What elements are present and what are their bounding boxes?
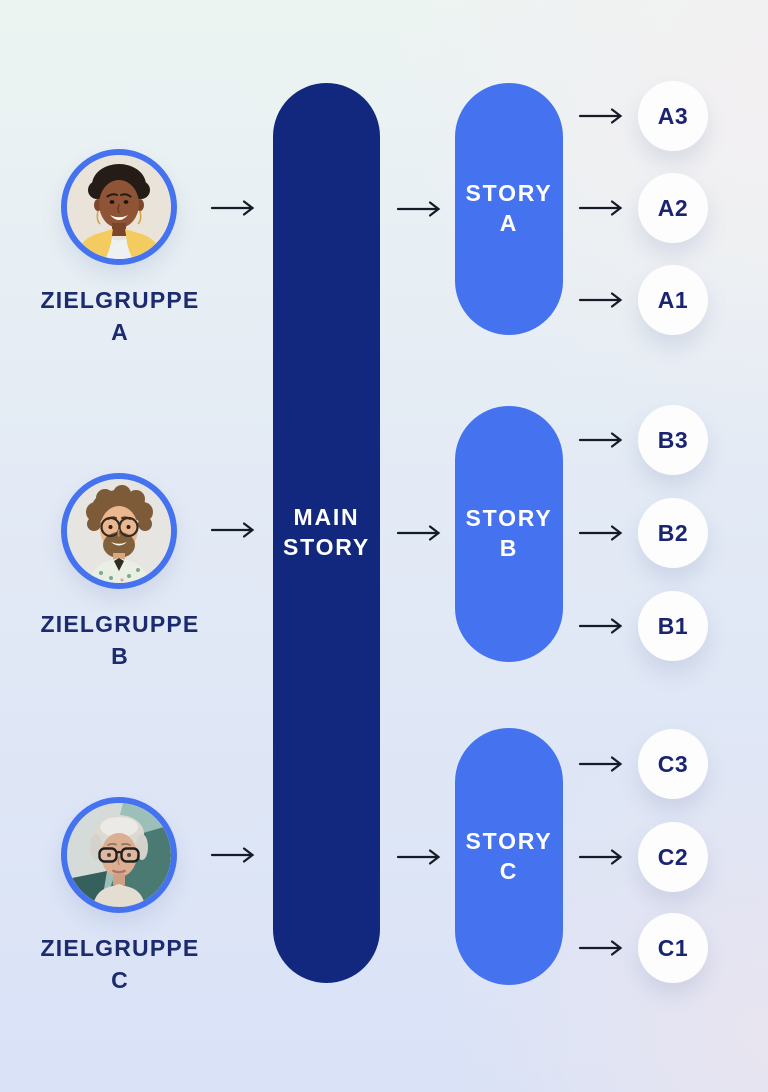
arrow-audience-a-to-main-icon (210, 199, 256, 217)
avatar-photo-woman-icon (67, 155, 171, 259)
story-b-pill: STORY B (455, 406, 563, 662)
main-story-line1: MAIN (293, 504, 360, 531)
story-c-pill: STORY C (455, 728, 563, 985)
audience-label-c-line2: C (111, 967, 129, 994)
audience-label-a: ZIELGRUPPE A (20, 284, 220, 348)
audience-avatar-b (61, 473, 177, 589)
arrow-story-c-to-c2-icon (578, 848, 624, 866)
audience-label-a-line2: A (111, 319, 129, 346)
arrow-story-b-to-b1-icon (578, 617, 624, 635)
main-story-line2: STORY (283, 534, 370, 560)
story-a-line1: STORY (465, 180, 553, 207)
arrow-audience-b-to-main-icon (210, 521, 256, 539)
output-node-a3: A3 (638, 81, 708, 151)
arrow-story-b-to-b3-icon (578, 431, 624, 449)
arrow-story-a-to-a1-icon (578, 291, 624, 309)
story-c-line1: STORY (465, 827, 553, 854)
output-node-a2: A2 (638, 173, 708, 243)
audience-avatar-c (61, 797, 177, 913)
output-node-b1: B1 (638, 591, 708, 661)
output-node-b2: B2 (638, 498, 708, 568)
avatar-photo-older-woman-icon (67, 803, 171, 907)
output-node-c1: C1 (638, 913, 708, 983)
avatar-photo-man-icon (67, 479, 171, 583)
audience-avatar-a (61, 149, 177, 265)
audience-label-b: ZIELGRUPPE B (20, 608, 220, 672)
story-b-line2: B (499, 535, 519, 561)
output-node-c3: C3 (638, 729, 708, 799)
story-a-label: STORY A (466, 179, 553, 239)
story-a-line2: A (499, 210, 519, 236)
story-a-pill: STORY A (455, 83, 563, 335)
output-node-c2: C2 (638, 822, 708, 892)
story-b-label: STORY B (466, 504, 553, 564)
audience-label-c: ZIELGRUPPE C (20, 932, 220, 996)
audience-label-b-line1: ZIELGRUPPE (40, 611, 200, 637)
story-b-line1: STORY (465, 505, 553, 532)
arrow-main-to-story-a-icon (396, 200, 442, 218)
story-c-line2: C (499, 857, 519, 884)
arrow-story-b-to-b2-icon (578, 524, 624, 542)
arrow-story-c-to-c1-icon (578, 939, 624, 957)
arrow-main-to-story-c-icon (396, 848, 442, 866)
arrow-story-a-to-a3-icon (578, 107, 624, 125)
audience-label-a-line1: ZIELGRUPPE (40, 287, 200, 313)
story-c-label: STORY C (466, 827, 553, 887)
arrow-main-to-story-b-icon (396, 524, 442, 542)
arrow-audience-c-to-main-icon (210, 846, 256, 864)
audience-label-b-line2: B (111, 643, 129, 670)
audience-label-c-line1: ZIELGRUPPE (40, 935, 200, 961)
main-story-label: MAIN STORY (283, 503, 370, 563)
main-story-pill: MAIN STORY (273, 83, 380, 983)
output-node-a1: A1 (638, 265, 708, 335)
output-node-b3: B3 (638, 405, 708, 475)
arrow-story-a-to-a2-icon (578, 199, 624, 217)
arrow-story-c-to-c3-icon (578, 755, 624, 773)
